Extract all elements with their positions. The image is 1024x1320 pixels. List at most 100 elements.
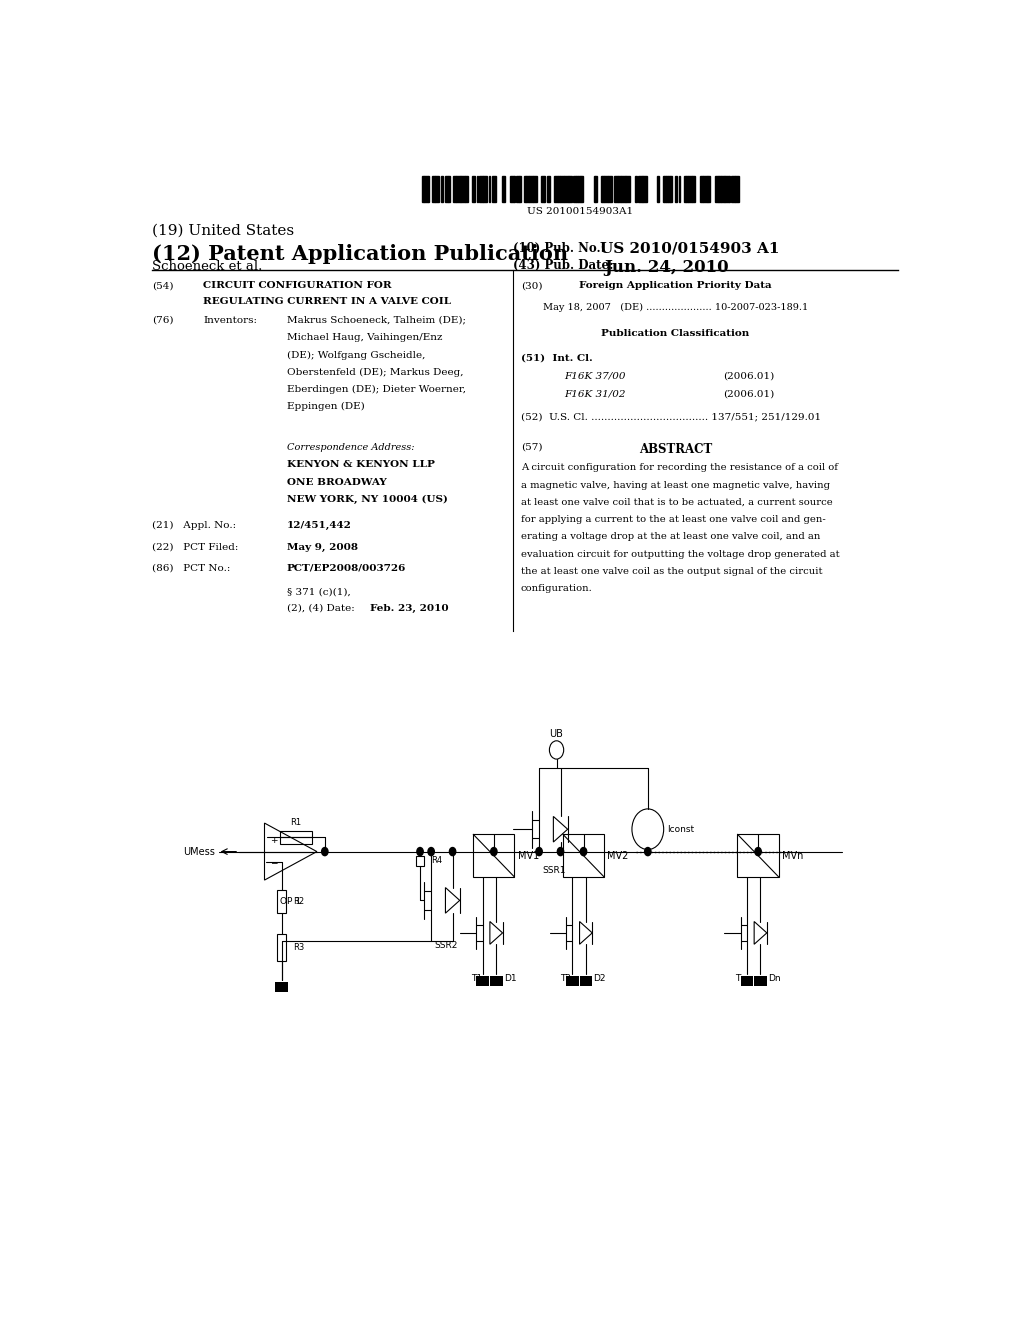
Bar [754,975,767,986]
Bar [489,975,503,986]
Bar [280,832,311,843]
Bar [721,176,724,202]
Bar [541,176,544,202]
Bar [575,176,579,202]
Bar [670,176,672,202]
Text: R2: R2 [293,896,304,906]
Text: (19) United States: (19) United States [152,223,294,238]
Bar [529,176,534,202]
Text: ONE BROADWAY: ONE BROADWAY [287,478,386,487]
Text: § 371 (c)(1),: § 371 (c)(1), [287,587,350,597]
Text: at least one valve coil that is to be actuated, a current source: at least one valve coil that is to be ac… [521,498,833,507]
Bar [642,176,643,202]
Bar [635,176,637,202]
Bar [676,176,677,202]
Circle shape [428,847,434,855]
Bar [618,176,621,202]
Text: Eppingen (DE): Eppingen (DE) [287,403,365,412]
Text: Iconst: Iconst [667,825,694,834]
Bar [460,176,461,202]
Bar [525,176,529,202]
Text: MVn: MVn [782,850,803,861]
Text: −: − [270,858,278,867]
Text: F16K 31/02: F16K 31/02 [564,389,626,399]
Text: (57): (57) [521,444,543,451]
Text: configuration.: configuration. [521,585,593,593]
Bar [688,176,692,202]
Text: (86)   PCT No.:: (86) PCT No.: [152,564,230,573]
Text: 12/451,442: 12/451,442 [287,521,351,531]
Bar [579,176,580,202]
Text: CIRCUIT CONFIGURATION FOR: CIRCUIT CONFIGURATION FOR [204,281,392,290]
Circle shape [557,847,563,855]
Bar [740,975,754,986]
Bar [657,176,659,202]
Text: (52)  U.S. Cl. .................................... 137/551; 251/129.01: (52) U.S. Cl. ..........................… [521,412,821,421]
Bar [602,176,604,202]
Text: US 20100154903A1: US 20100154903A1 [527,207,634,216]
Bar [669,176,670,202]
Text: T2: T2 [560,974,571,982]
Bar [516,176,518,202]
Text: US 2010/0154903 A1: US 2010/0154903 A1 [600,242,779,256]
Bar [580,975,592,986]
Text: erating a voltage drop at the at least one valve coil, and an: erating a voltage drop at the at least o… [521,532,820,541]
Text: MV2: MV2 [607,850,629,861]
Bar [679,176,680,202]
Text: KENYON & KENYON LLP: KENYON & KENYON LLP [287,461,434,470]
Bar [665,176,666,202]
Bar [735,176,739,202]
Bar [416,855,424,866]
Bar [707,176,708,202]
Bar [604,176,608,202]
Bar [476,176,478,202]
Bar [518,176,521,202]
Bar [608,176,611,202]
Text: (2006.01): (2006.01) [723,389,774,399]
Text: NEW YORK, NY 10004 (US): NEW YORK, NY 10004 (US) [287,495,447,504]
Bar [737,834,779,876]
Bar [708,176,710,202]
Text: OP 1: OP 1 [281,896,301,906]
Bar [686,176,688,202]
Text: UB: UB [550,729,563,739]
Bar [614,176,618,202]
Text: D2: D2 [594,974,606,982]
Circle shape [450,847,456,855]
Text: Makrus Schoeneck, Talheim (DE);: Makrus Schoeneck, Talheim (DE); [287,315,466,325]
Text: Correspondence Address:: Correspondence Address: [287,444,415,451]
Text: the at least one valve coil as the output signal of the circuit: the at least one valve coil as the outpu… [521,568,822,576]
Text: (43) Pub. Date:: (43) Pub. Date: [513,259,613,272]
Bar [447,176,451,202]
Text: PCT/EP2008/003726: PCT/EP2008/003726 [287,564,407,573]
Bar [424,176,428,202]
Text: for applying a current to the at least one valve coil and gen-: for applying a current to the at least o… [521,515,825,524]
Text: Foreign Application Priority Data: Foreign Application Priority Data [580,281,772,290]
Bar [601,176,602,202]
Bar [445,176,447,202]
Bar [558,176,560,202]
Bar [625,176,626,202]
Text: A circuit configuration for recording the resistance of a coil of: A circuit configuration for recording th… [521,463,838,473]
Text: (10) Pub. No.:: (10) Pub. No.: [513,242,605,255]
Bar [514,176,515,202]
Text: SSR1: SSR1 [542,866,565,875]
Text: R3: R3 [293,942,304,952]
Bar [510,176,514,202]
Bar [554,176,558,202]
Text: Tn: Tn [735,974,746,982]
Text: a magnetic valve, having at least one magnetic valve, having: a magnetic valve, having at least one ma… [521,480,829,490]
Text: (DE); Wolfgang Gscheidle,: (DE); Wolfgang Gscheidle, [287,351,425,359]
Bar [479,176,483,202]
Text: (2006.01): (2006.01) [723,372,774,381]
Bar [435,176,438,202]
Text: F16K 37/00: F16K 37/00 [564,372,626,381]
Bar [461,176,465,202]
Bar [720,176,721,202]
Bar [573,176,575,202]
Bar [729,176,730,202]
Bar [440,176,443,202]
Bar [621,176,625,202]
Bar [719,176,720,202]
Bar [594,176,595,202]
